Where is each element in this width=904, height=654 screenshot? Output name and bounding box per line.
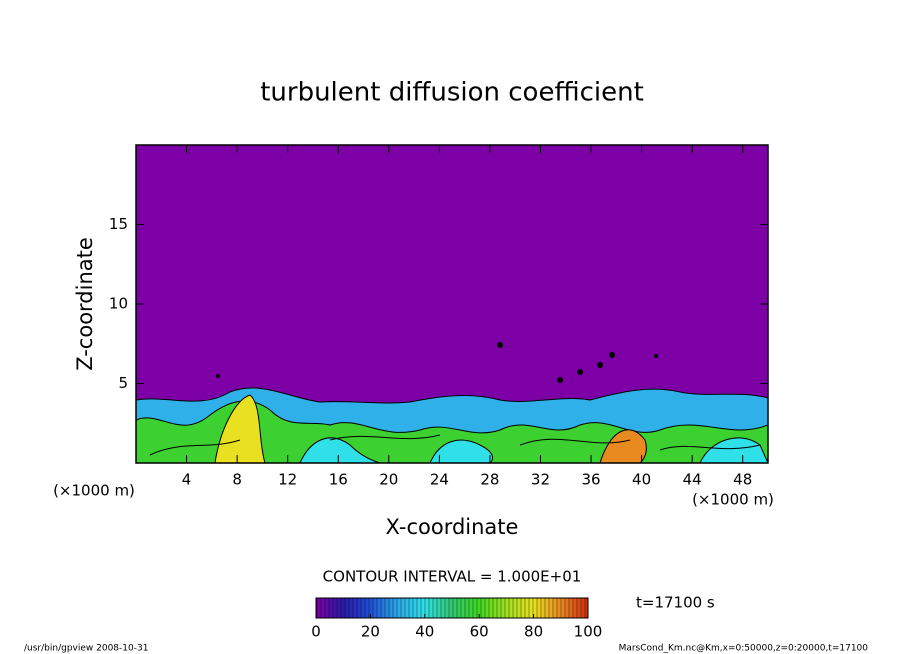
colorbar-tick-label: 20 bbox=[361, 623, 380, 641]
y-tick-label: 5 bbox=[118, 374, 128, 392]
x-tick-label: 24 bbox=[430, 471, 449, 489]
x-axis-title: X-coordinate bbox=[386, 515, 519, 539]
x-tick-label: 48 bbox=[733, 471, 752, 489]
x-tick-label: 20 bbox=[379, 471, 398, 489]
y-tick-label: 10 bbox=[109, 295, 128, 313]
contour-interval: CONTOUR INTERVAL = 1.000E+01 bbox=[323, 568, 582, 586]
footer-left: /usr/bin/gpview 2008-10-31 bbox=[24, 644, 148, 654]
colorbar-tick-label: 100 bbox=[574, 623, 603, 641]
x-tick-label: 36 bbox=[581, 471, 600, 489]
y-tick-label: 15 bbox=[109, 215, 128, 233]
x-tick-label: 40 bbox=[632, 471, 651, 489]
x-unit-label: (×1000 m) bbox=[692, 491, 774, 509]
x-tick-label: 8 bbox=[232, 471, 242, 489]
x-tick-label: 12 bbox=[278, 471, 297, 489]
turbulent-layer bbox=[136, 342, 768, 463]
colorbar-tick-label: 40 bbox=[415, 623, 434, 641]
colorbar-frame bbox=[315, 597, 589, 619]
y-axis-title: Z-coordinate bbox=[73, 237, 97, 371]
time-label: t=17100 s bbox=[636, 594, 715, 612]
x-tick-label: 28 bbox=[480, 471, 499, 489]
x-unit-label: (×1000 m) bbox=[53, 482, 135, 500]
colorbar-tick-label: 0 bbox=[311, 623, 321, 641]
colorbar-tick-label: 60 bbox=[470, 623, 489, 641]
colorbar-tick-label: 80 bbox=[524, 623, 543, 641]
x-tick-label: 4 bbox=[182, 471, 192, 489]
footer-right: MarsCond_Km.nc@Km,x=0:50000,z=0:20000,t=… bbox=[619, 644, 869, 654]
x-tick-label: 44 bbox=[683, 471, 702, 489]
chart-title: turbulent diffusion coefficient bbox=[260, 78, 644, 108]
x-tick-label: 32 bbox=[531, 471, 550, 489]
x-tick-label: 16 bbox=[329, 471, 348, 489]
